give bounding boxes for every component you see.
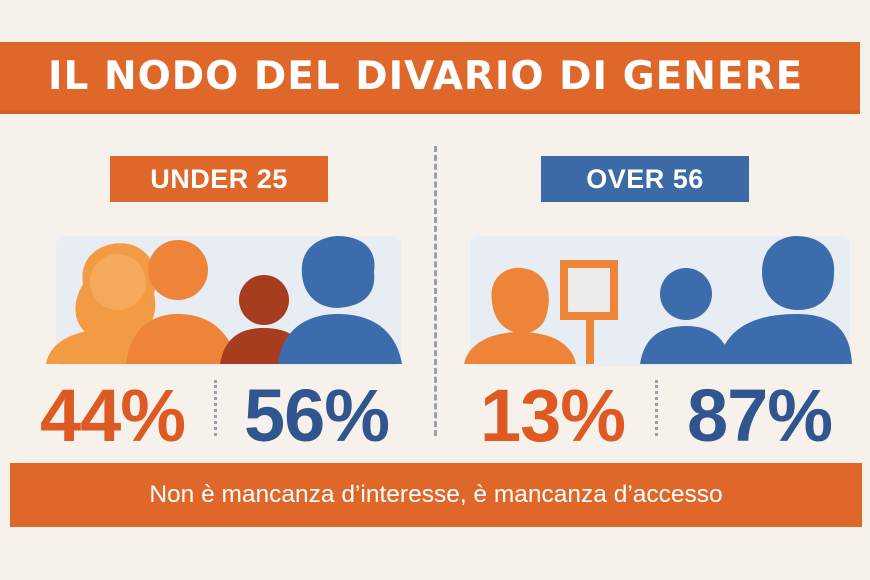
section-divider: [434, 146, 437, 436]
under-25-women-percent: 44%: [40, 374, 186, 457]
people-illustration-over-56: [464, 236, 852, 364]
man-figure-icon: [718, 236, 852, 364]
man-figure-icon: [126, 240, 238, 364]
title-banner: [0, 42, 860, 114]
page-title: IL NODO DEL DIVARIO DI GENERE: [48, 54, 804, 99]
under-25-men-percent: 56%: [244, 374, 390, 457]
percent-separator: [655, 380, 658, 436]
footer-banner: [10, 463, 862, 527]
sign-icon: [560, 260, 618, 364]
people-illustration-under-25: [46, 236, 402, 364]
group-label-under-25: UNDER 25: [110, 156, 328, 202]
man-figure-icon: [278, 236, 402, 364]
group-label-over-56: OVER 56: [541, 156, 749, 202]
woman-figure-icon: [464, 267, 576, 364]
percent-separator: [214, 380, 217, 436]
over-56-women-percent: 13%: [480, 374, 626, 457]
over-56-men-percent: 87%: [687, 374, 833, 457]
footer-caption: Non è mancanza d’interesse, è mancanza d…: [149, 481, 723, 508]
man-figure-icon: [640, 268, 732, 364]
